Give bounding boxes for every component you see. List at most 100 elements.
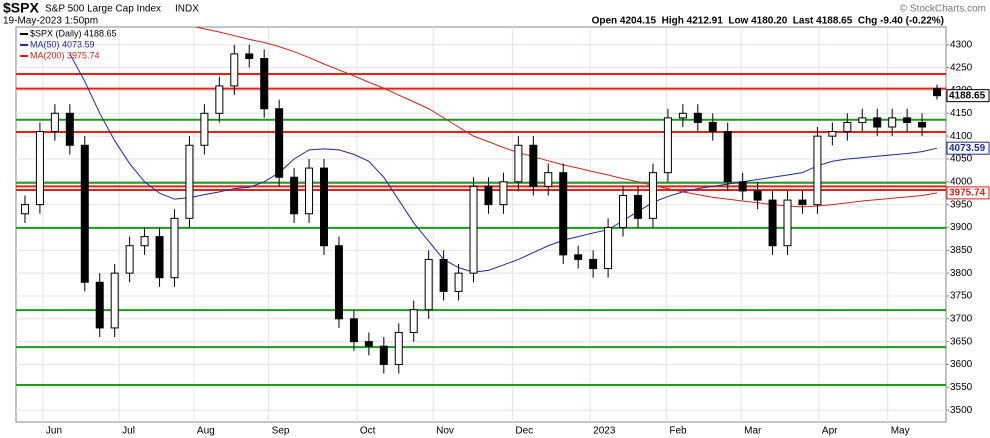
candle-body — [678, 112, 687, 119]
credit: © StockCharts.com — [900, 4, 986, 15]
candle-body — [140, 236, 149, 247]
y-tick-label: 4100 — [950, 131, 973, 142]
x-tick-label: Apr — [822, 426, 838, 437]
candle-body — [454, 272, 463, 292]
candle-body — [110, 272, 119, 329]
candle-body — [424, 258, 433, 311]
candle-body — [858, 117, 867, 123]
candle-body — [230, 53, 239, 87]
value-box — [946, 186, 990, 200]
x-tick-label: Aug — [197, 426, 215, 437]
candle-body — [334, 245, 343, 320]
candle-body — [80, 144, 89, 283]
ma-line — [69, 53, 938, 273]
date: 19-May-2023 1:50pm — [3, 16, 98, 27]
legend-label: MA(50) 4073.59 — [30, 39, 95, 49]
legend-label: MA(200) 3975.74 — [30, 50, 100, 60]
candle-body — [394, 331, 403, 365]
ma-line — [193, 27, 938, 208]
chart-title: S&P 500 Large Cap Index — [45, 4, 161, 15]
y-tick-label: 3500 — [950, 405, 973, 416]
y-tick-label: 3950 — [950, 199, 973, 210]
y-tick-label: 3550 — [950, 382, 973, 393]
candle-body — [125, 245, 134, 274]
candle-body — [648, 172, 657, 219]
y-tick-label: 3850 — [950, 245, 973, 256]
candle-body — [888, 117, 897, 128]
candle-body — [499, 181, 508, 206]
plot — [16, 27, 946, 422]
candle-body — [918, 121, 927, 128]
candle-body — [514, 144, 523, 183]
candle-body — [260, 58, 269, 110]
x-tick-label: Feb — [669, 426, 687, 437]
quote: Open 4204.15 High 4212.91 Low 4180.20 La… — [592, 16, 944, 27]
candle-body — [663, 117, 672, 174]
y-tick-label: 4050 — [950, 154, 973, 165]
value-label: 4188.65 — [949, 90, 986, 101]
value-box — [946, 141, 990, 155]
x-tick-label: Jul — [122, 426, 135, 437]
candle-body — [349, 318, 358, 343]
candle-body — [305, 167, 314, 215]
candle-body — [693, 112, 702, 123]
candle-body — [290, 176, 299, 215]
y-tick-label: 3750 — [950, 291, 973, 302]
candle-body — [245, 53, 254, 60]
candle-body — [409, 309, 418, 333]
y-tick-label: 4000 — [950, 176, 973, 187]
candle-body — [903, 117, 912, 123]
x-tick-label: 2023 — [593, 426, 616, 437]
candle-body — [619, 195, 628, 228]
candle-body — [320, 167, 329, 247]
candle-body — [215, 85, 224, 114]
y-tick-label: 4250 — [950, 62, 973, 73]
candle-body — [529, 144, 538, 187]
x-tick-label: Nov — [436, 426, 454, 437]
candle-body — [753, 190, 762, 201]
plot-frame — [15, 26, 947, 423]
value-label: 4073.59 — [949, 143, 986, 154]
x-tick-label: Dec — [515, 426, 533, 437]
y-tick-label: 4150 — [950, 108, 973, 119]
candle-body — [544, 172, 553, 187]
candle-body — [708, 121, 717, 133]
y-tick-label: 3800 — [950, 268, 973, 279]
candle-body — [798, 199, 807, 206]
candle-body — [783, 199, 792, 247]
candle-body — [95, 281, 104, 329]
y-tick-label: 3700 — [950, 313, 973, 324]
value-box — [946, 89, 990, 103]
y-tick-label: 4300 — [950, 39, 973, 50]
candle-body — [439, 258, 448, 292]
candle-body — [65, 112, 74, 146]
candle-body — [633, 195, 642, 219]
candle-body — [275, 108, 284, 178]
y-tick-label: 3650 — [950, 336, 973, 347]
candle-body — [589, 258, 598, 270]
candle-body — [20, 204, 29, 215]
candle-body — [574, 254, 583, 260]
candle-body — [35, 131, 44, 206]
x-tick-label: Jun — [46, 426, 62, 437]
candle-body — [604, 226, 613, 270]
candle-body — [813, 135, 822, 206]
candle-body — [155, 236, 164, 279]
value-label: 3975.74 — [949, 188, 986, 199]
candle-body — [170, 217, 179, 279]
candle-body — [50, 112, 59, 133]
exchange: INDX — [175, 4, 199, 15]
x-tick-label: May — [891, 426, 910, 437]
candle-body — [873, 117, 882, 128]
legend-label: $SPX (Daily) 4188.65 — [30, 28, 117, 38]
candle-body — [828, 131, 837, 137]
candle-body — [379, 345, 388, 365]
x-tick-label: Oct — [360, 426, 376, 437]
x-tick-label: Sep — [272, 426, 290, 437]
candle-body — [843, 121, 852, 133]
candle-body — [469, 185, 478, 274]
y-tick-label: 3600 — [950, 359, 973, 370]
candle-body — [200, 112, 209, 146]
candle-body — [364, 341, 373, 347]
